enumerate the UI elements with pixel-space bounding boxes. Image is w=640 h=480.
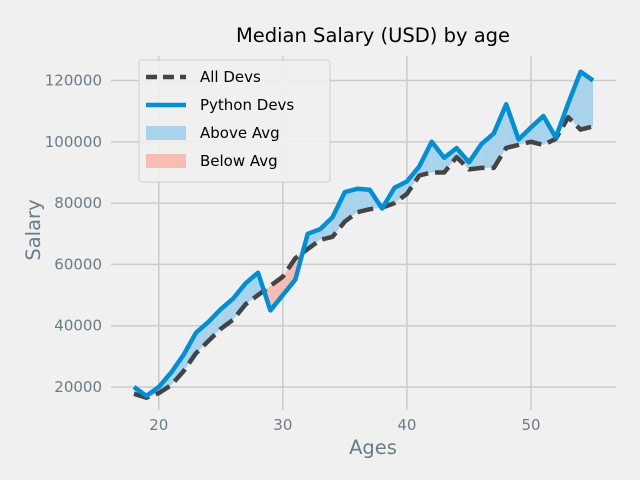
y-tick-label: 40000 xyxy=(54,317,102,335)
x-tick-label: 20 xyxy=(149,416,168,434)
series-line-python-devs xyxy=(132,69,595,399)
legend-all-devs-label: All Devs xyxy=(200,68,261,86)
legend: All Devs Python Devs Above Avg Below Avg xyxy=(138,59,331,183)
above-avg-fill xyxy=(568,71,581,130)
above-avg-fill xyxy=(357,188,370,213)
tick-labels: 20 30 40 50 20000 40000 60000 80000 100000 120000 xyxy=(45,72,541,434)
y-tick-label: 80000 xyxy=(54,194,102,212)
legend-below-avg-swatch xyxy=(146,154,186,168)
above-avg-fill xyxy=(580,71,593,130)
y-axis-label: Salary xyxy=(22,199,45,260)
y-tick-label: 60000 xyxy=(54,255,102,273)
legend-box xyxy=(138,59,331,183)
y-tick-label: 20000 xyxy=(54,378,102,396)
above-avg-fill xyxy=(493,104,507,168)
above-avg-fill xyxy=(531,116,544,145)
x-axis-label: Ages xyxy=(349,436,397,459)
series-lines xyxy=(132,69,595,400)
above-avg-fill xyxy=(208,309,221,341)
chart-title: Median Salary (USD) by age xyxy=(236,24,510,47)
x-tick-label: 30 xyxy=(273,416,292,434)
above-avg-fill xyxy=(196,321,209,354)
above-avg-fill xyxy=(431,141,445,173)
series-line-all-devs xyxy=(133,115,594,400)
below-avg-fill xyxy=(282,258,296,296)
above-avg-fill xyxy=(344,188,358,222)
legend-below-avg-label: Below Avg xyxy=(200,152,278,170)
y-tick-label: 120000 xyxy=(45,72,102,90)
y-tick-label: 100000 xyxy=(45,133,102,151)
legend-above-avg-swatch xyxy=(146,126,186,140)
x-tick-label: 40 xyxy=(397,416,416,434)
legend-above-avg-label: Above Avg xyxy=(200,124,280,142)
legend-python-devs-label: Python Devs xyxy=(200,96,294,114)
x-tick-label: 50 xyxy=(521,416,540,434)
above-avg-fill xyxy=(233,283,246,320)
